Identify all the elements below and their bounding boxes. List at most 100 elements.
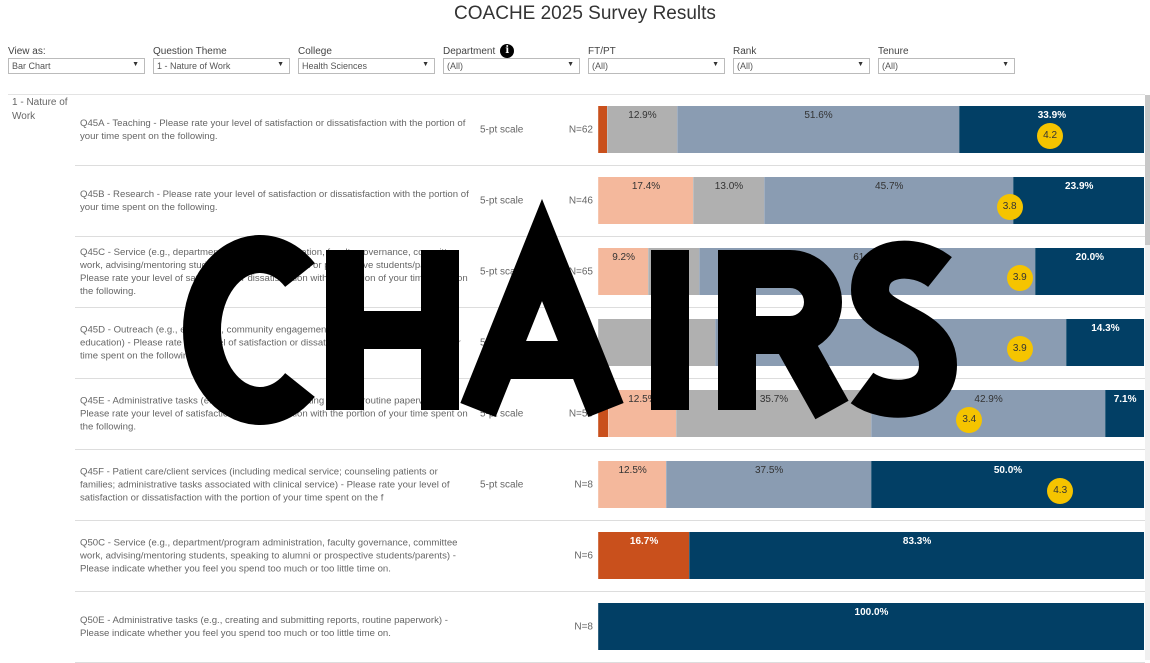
stacked-bar: 12.5% 35.7% 42.9% 7.1% 3.4 [598, 390, 1144, 437]
n-count: N=46 [568, 195, 593, 207]
bar-segment-peach[interactable]: 17.4% [598, 177, 693, 224]
segment-label: 12.5% [628, 394, 657, 405]
question-text: Q45D - Outreach (e.g., extension, commun… [80, 324, 461, 362]
filter-dropdown[interactable]: (All) ▼ [878, 58, 1015, 74]
filter-value: (All) [592, 61, 608, 71]
filter-question-theme: Question Theme 1 - Nature of Work ▼ [153, 44, 298, 74]
n-count: N=8 [574, 621, 593, 633]
bar-segment-dorange[interactable]: 16.7% [598, 532, 690, 579]
segment-label: 33.9% [1037, 110, 1067, 121]
bar-segment-gray[interactable] [648, 248, 699, 295]
segment-label: 83.3% [902, 536, 932, 547]
question-text: Q45A - Teaching - Please rate your level… [80, 118, 466, 142]
n-count: N=65 [568, 266, 593, 278]
bar-segment-blue[interactable]: 45.7% [763, 177, 1014, 224]
bar-segment-peach[interactable]: 12.5% [598, 461, 667, 508]
n-count: N=56 [568, 408, 593, 420]
table-row: Q50E - Administrative tasks (e.g., creat… [75, 592, 1145, 663]
mean-marker[interactable]: 3.9 [1006, 265, 1033, 291]
bar-segment-gray[interactable]: 35.7% [676, 390, 871, 437]
filter-label: Department [443, 45, 496, 57]
stacked-bar: 12.9% 51.6% 33.9% 4.2 [598, 106, 1144, 153]
filter-label: Tenure [878, 45, 909, 57]
mean-marker[interactable]: 3.4 [956, 407, 983, 433]
bar-segment-dark[interactable]: 23.9% [1013, 177, 1144, 224]
scrollbar[interactable] [1145, 95, 1150, 660]
bar-segment-dark[interactable]: 7.1% [1105, 390, 1144, 437]
mean-marker[interactable]: 3.8 [996, 194, 1023, 220]
bar-segment-gray[interactable]: 13.0% [693, 177, 764, 224]
stacked-bar: 14.3% 3.9 [598, 319, 1144, 366]
stacked-bar: 12.5% 37.5% 50.0% 4.3 [598, 461, 1144, 508]
segment-label: 23.9% [1065, 181, 1094, 192]
table-row: Q45E - Administrative tasks (e.g., creat… [75, 379, 1145, 450]
filter-dropdown[interactable]: 1 - Nature of Work ▼ [153, 58, 290, 74]
stacked-bar: 16.7% 83.3% [598, 532, 1144, 579]
bar-segment-gray[interactable]: 12.9% [606, 106, 678, 153]
dropdown-arrow-icon: ▼ [132, 61, 139, 68]
filter-tenure: Tenure (All) ▼ [878, 44, 1023, 74]
bar-segment-blue[interactable]: 61.5% [698, 248, 1035, 295]
bar-segment-dark[interactable]: 20.0% [1034, 248, 1144, 295]
bar-segment-blue[interactable]: 42.9% [870, 390, 1106, 437]
filter-dropdown[interactable]: (All) ▼ [733, 58, 870, 74]
scale-label: 5-pt scale [480, 479, 524, 491]
n-count: N=62 [568, 124, 593, 136]
filter-value: (All) [447, 61, 463, 71]
filter-dropdown[interactable]: Bar Chart ▼ [8, 58, 145, 74]
scale-label: 5-pt scale [480, 266, 524, 278]
filter-dropdown[interactable]: (All) ▼ [443, 58, 580, 74]
theme-label: 1 - Nature of Work [12, 97, 68, 122]
stacked-bar: 9.2% 61.5% 20.0% 3.9 [598, 248, 1144, 295]
segment-label: 16.7% [629, 536, 659, 547]
bar-segment-dark[interactable]: 50.0% [871, 461, 1144, 508]
table-row: Q45C - Service (e.g., department/program… [75, 237, 1145, 308]
scale-label: 5-pt scale [480, 124, 524, 136]
mean-marker[interactable]: 4.2 [1037, 123, 1064, 149]
mean-marker[interactable]: 4.3 [1047, 478, 1074, 504]
filter-dropdown[interactable]: Health Sciences ▼ [298, 58, 435, 74]
segment-label: 50.0% [993, 465, 1023, 476]
filter-ft-pt: FT/PT (All) ▼ [588, 44, 733, 74]
filter-value: Health Sciences [302, 61, 368, 71]
n-count: N=14 [568, 337, 593, 349]
segment-label: 13.0% [714, 181, 744, 192]
filter-dropdown[interactable]: (All) ▼ [588, 58, 725, 74]
question-text: Q45B - Research - Please rate your level… [80, 189, 469, 213]
filter-label: College [298, 45, 332, 57]
segment-label: 12.9% [628, 110, 657, 121]
bar-segment-dorange[interactable] [598, 390, 608, 437]
segment-label: 37.5% [754, 465, 784, 476]
scrollbar-thumb[interactable] [1145, 95, 1150, 245]
bar-segment-gray[interactable] [598, 319, 715, 366]
divider [8, 94, 1145, 95]
dropdown-arrow-icon: ▼ [567, 61, 574, 68]
table-row: Q45D - Outreach (e.g., extension, commun… [75, 308, 1145, 379]
dropdown-arrow-icon: ▼ [857, 61, 864, 68]
segment-label: 35.7% [759, 394, 789, 405]
filter-value: 1 - Nature of Work [157, 61, 231, 71]
filter-value: (All) [737, 61, 753, 71]
segment-label: 61.5% [853, 252, 882, 263]
segment-label: 100.0% [854, 607, 889, 618]
bar-segment-blue[interactable]: 37.5% [666, 461, 871, 508]
bar-segment-dark[interactable]: 100.0% [598, 603, 1144, 650]
scale-label: 5-pt scale [480, 337, 524, 349]
n-count: N=8 [574, 479, 593, 491]
bar-segment-peach[interactable]: 12.5% [607, 390, 677, 437]
dropdown-arrow-icon: ▼ [422, 61, 429, 68]
scale-label: 5-pt scale [480, 408, 524, 420]
mean-marker[interactable]: 3.9 [1006, 336, 1033, 362]
bar-segment-blue[interactable]: 51.6% [677, 106, 959, 153]
filter-view-as: View as: Bar Chart ▼ [8, 44, 153, 74]
question-text: Q50C - Service (e.g., department/program… [80, 537, 458, 575]
segment-label: 51.6% [804, 110, 833, 121]
segment-label: 20.0% [1075, 252, 1105, 263]
bar-segment-dark[interactable]: 83.3% [689, 532, 1144, 579]
segment-label: 45.7% [875, 181, 904, 192]
bar-segment-dorange[interactable] [598, 106, 607, 153]
info-icon[interactable]: i [500, 44, 515, 58]
bar-segment-dark[interactable]: 14.3% [1065, 319, 1144, 366]
bar-segment-peach[interactable]: 9.2% [598, 248, 649, 295]
dropdown-arrow-icon: ▼ [277, 61, 284, 68]
